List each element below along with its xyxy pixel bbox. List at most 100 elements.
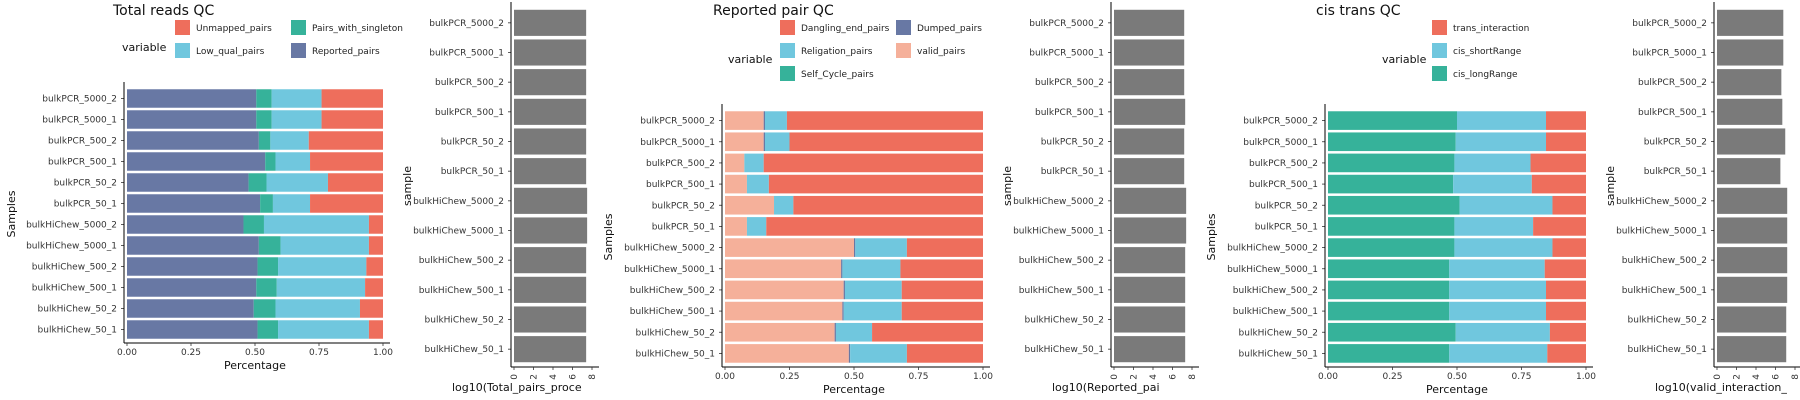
y-tick-label: bulkHiChew_50_1 — [1628, 345, 1707, 355]
y-tick-label: bulkHiChew_5000_1 — [26, 242, 117, 252]
bar-segment — [127, 278, 257, 297]
legend-swatch — [896, 20, 911, 35]
bar-segment — [256, 89, 272, 108]
bar — [514, 128, 587, 155]
bar-segment — [127, 299, 254, 318]
bar-segment — [272, 194, 311, 213]
y-tick-label: bulkPCR_50_1 — [1644, 167, 1707, 177]
bar-segment — [256, 278, 277, 297]
y-tick-label: bulkHiChew_500_1 — [630, 307, 715, 317]
x-tick-label: 1.00 — [373, 348, 393, 358]
bar-segment — [127, 320, 258, 339]
bar-segment — [725, 195, 775, 215]
bar-segment — [725, 238, 854, 257]
bar-segment — [725, 174, 747, 194]
bar-segment — [1328, 280, 1450, 300]
bar-segment — [850, 344, 907, 363]
y-tick-label: bulkHiChew_50_2 — [1025, 316, 1104, 326]
bar-segment — [848, 344, 851, 363]
chart-title: cis trans QC — [1316, 3, 1401, 19]
y-tick-label: bulkPCR_5000_1 — [1632, 49, 1707, 59]
bar-segment — [764, 132, 790, 152]
y-tick-label: bulkHiChew_500_1 — [1019, 286, 1104, 296]
bar-segment — [265, 152, 276, 171]
bar-segment — [786, 111, 983, 130]
bar — [1717, 9, 1784, 36]
bar-segment — [127, 257, 258, 276]
y-tick-label: bulkPCR_5000_2 — [42, 95, 117, 105]
bar-segment — [725, 344, 849, 363]
y-axis-label: sample — [1001, 166, 1014, 206]
y-tick-label: bulkHiChew_50_2 — [636, 328, 715, 338]
x-tick-label: 6 — [1772, 374, 1782, 380]
y-tick-label: bulkPCR_500_1 — [1249, 180, 1318, 190]
chart-valid_interaction_log: bulkPCR_5000_2 bulkPCR_5000_1 bulkPCR_500_… — [1604, 2, 1800, 394]
bar-segment — [764, 111, 787, 130]
bar — [1114, 187, 1187, 214]
bar-segment — [725, 132, 764, 152]
chart-total_reads: Total reads QC variable Unmapped_pairs Low_… — [5, 3, 403, 372]
x-tick-label: 2 — [1733, 374, 1743, 380]
bar-segment — [1328, 259, 1450, 279]
bar-segment — [844, 280, 902, 300]
bar-segment — [359, 299, 383, 318]
bar-segment — [1328, 174, 1454, 194]
y-tick-label: bulkHiChew_500_2 — [1233, 286, 1318, 296]
bar-segment — [260, 194, 273, 213]
y-tick-label: bulkHiChew_5000_2 — [1616, 197, 1707, 207]
y-tick-label: bulkHiChew_5000_2 — [624, 244, 715, 254]
legend-swatch — [1432, 20, 1447, 35]
y-tick-label: bulkPCR_500_1 — [646, 180, 715, 190]
legend-swatch — [780, 20, 795, 35]
bar-segment — [744, 153, 764, 173]
y-tick-label: bulkHiChew_5000_1 — [624, 265, 715, 275]
legend-swatch — [175, 20, 190, 35]
y-tick-label: bulkPCR_5000_2 — [1029, 19, 1104, 29]
x-tick-label: 6 — [569, 374, 579, 380]
bar-segment — [243, 215, 264, 234]
bar — [1114, 336, 1186, 363]
y-tick-label: bulkPCR_50_2 — [1255, 201, 1318, 211]
x-tick-label: 4 — [1149, 374, 1159, 380]
legend-swatch — [291, 20, 306, 35]
y-tick-label: bulkPCR_50_1 — [54, 200, 117, 210]
bar — [1114, 98, 1186, 125]
x-tick-label: 4 — [1752, 374, 1762, 380]
y-tick-label: bulkHiChew_5000_1 — [1013, 227, 1104, 237]
bar-segment — [266, 173, 328, 192]
y-tick-label: bulkPCR_500_2 — [1249, 159, 1318, 169]
x-tick-label: 0.25 — [779, 372, 799, 382]
x-tick-label: 0.50 — [1447, 372, 1467, 382]
y-tick-label: bulkPCR_500_2 — [1638, 78, 1707, 88]
bar-segment — [258, 131, 271, 150]
bar-segment — [906, 238, 983, 257]
bar-segment — [766, 217, 983, 236]
bar-segment — [1455, 322, 1550, 342]
bar-segment — [1552, 238, 1586, 257]
bar-segment — [1449, 301, 1547, 321]
bar — [1114, 128, 1185, 155]
bar — [1717, 158, 1781, 185]
bar — [1717, 98, 1783, 125]
y-tick-label: bulkPCR_5000_1 — [1243, 138, 1318, 148]
y-axis-label: Samples — [1205, 213, 1218, 260]
y-tick-label: bulkHiChew_5000_2 — [1013, 197, 1104, 207]
bar-segment — [1328, 153, 1455, 173]
bar — [514, 98, 587, 125]
legend-label: valid_pairs — [917, 47, 965, 57]
bar-segment — [270, 131, 309, 150]
y-tick-label: bulkHiChew_50_2 — [38, 305, 117, 315]
bar — [1114, 306, 1186, 333]
x-tick-label: 4 — [549, 374, 559, 380]
y-tick-label: bulkHiChew_500_2 — [1622, 256, 1707, 266]
bar-segment — [253, 299, 276, 318]
y-tick-label: bulkPCR_5000_2 — [1243, 117, 1318, 127]
x-tick-label: 0.50 — [245, 348, 265, 358]
y-tick-label: bulkHiChew_500_2 — [32, 263, 117, 273]
bar — [514, 39, 587, 66]
bar-segment — [725, 217, 747, 236]
y-tick-label: bulkHiChew_500_2 — [630, 286, 715, 296]
x-tick-label: 0 — [1713, 374, 1723, 380]
bar-segment — [127, 110, 257, 129]
bar-segment — [901, 301, 983, 321]
